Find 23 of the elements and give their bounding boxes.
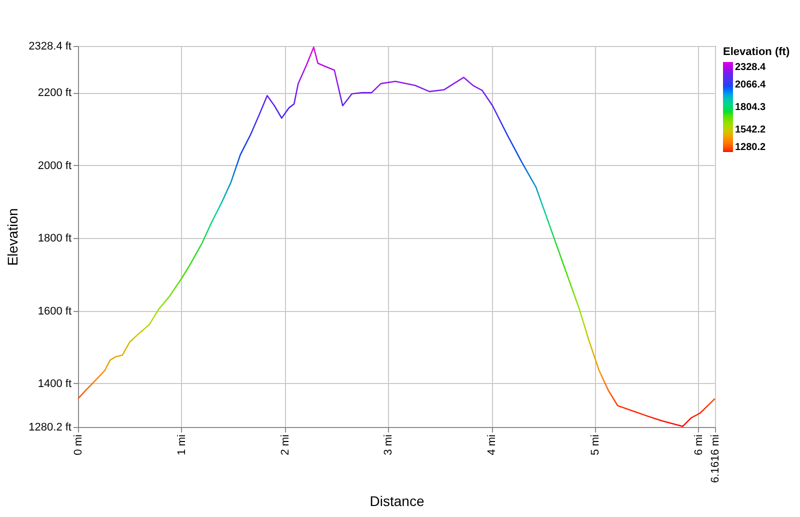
x-tick-label: 6.1616 mi — [710, 434, 722, 483]
y-tick-label: 1800 ft — [38, 232, 72, 245]
x-tick-label: 5 mi — [589, 434, 602, 456]
color-bar-label: 1804.3 — [735, 102, 766, 113]
color-bar-label: 1280.2 — [735, 142, 766, 153]
color-bar-label: 1542.2 — [735, 124, 766, 136]
x-tick-label: 3 mi — [382, 434, 395, 456]
x-tick-label: 2 mi — [279, 434, 292, 456]
y-tick-label: 1280.2 ft — [28, 422, 72, 434]
x-tick-label: 0 mi — [72, 434, 84, 456]
x-tick-label: 4 mi — [486, 434, 498, 456]
y-tick-label: 2000 ft — [38, 160, 72, 172]
x-tick-label: 6 mi — [692, 434, 705, 456]
color-bar-label: 2328.4 — [735, 62, 766, 73]
y-tick-label: 2328.4 ft — [28, 40, 72, 52]
y-axis-title: Elevation — [4, 208, 21, 266]
color-bar-label: 2066.4 — [735, 79, 766, 90]
y-tick-label: 1600 ft — [38, 305, 72, 318]
x-tick-label: 1 mi — [176, 434, 188, 456]
y-tick-label: 1400 ft — [38, 378, 72, 390]
y-tick-label: 2200 ft — [38, 87, 72, 100]
x-axis-title: Distance — [370, 492, 424, 509]
color-bar-title: Elevation (ft) — [723, 46, 790, 58]
